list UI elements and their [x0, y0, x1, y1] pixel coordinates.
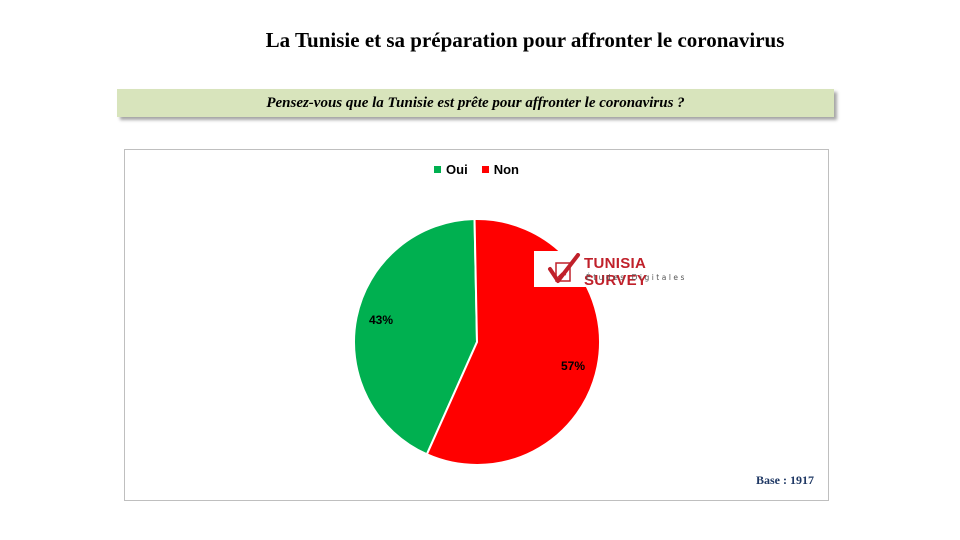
logo-tagline: Études Digitales: [586, 273, 687, 282]
legend-item-oui: Oui: [434, 162, 468, 177]
tunisia-survey-logo: TUNISIA SURVEY Études Digitales: [534, 251, 712, 289]
legend-swatch-oui: [434, 166, 442, 173]
slide-title: La Tunisie et sa préparation pour affron…: [265, 28, 785, 52]
chart-legend: Oui Non: [125, 162, 828, 177]
question-text: Pensez-vous que la Tunisie est prête pou…: [266, 94, 685, 111]
logo-name: TUNISIA SURVEY: [584, 255, 648, 289]
pie-slice-oui: [353, 218, 479, 456]
legend-label-oui: Oui: [446, 162, 468, 177]
legend-swatch-non: [481, 166, 489, 173]
question-banner: Pensez-vous que la Tunisie est prête pou…: [117, 89, 834, 117]
data-label-oui: 43%: [369, 313, 393, 327]
legend-item-non: Non: [481, 162, 519, 177]
pie-chart: 43% 57%: [353, 218, 601, 466]
checkmark-chart-icon: [548, 253, 580, 283]
base-note: Base : 1917: [756, 473, 814, 487]
legend-label-non: Non: [493, 162, 519, 177]
data-label-non: 57%: [561, 359, 585, 373]
chart-frame: Oui Non 43% 57% TUNISIA SURVEY Études Dig…: [124, 149, 829, 501]
